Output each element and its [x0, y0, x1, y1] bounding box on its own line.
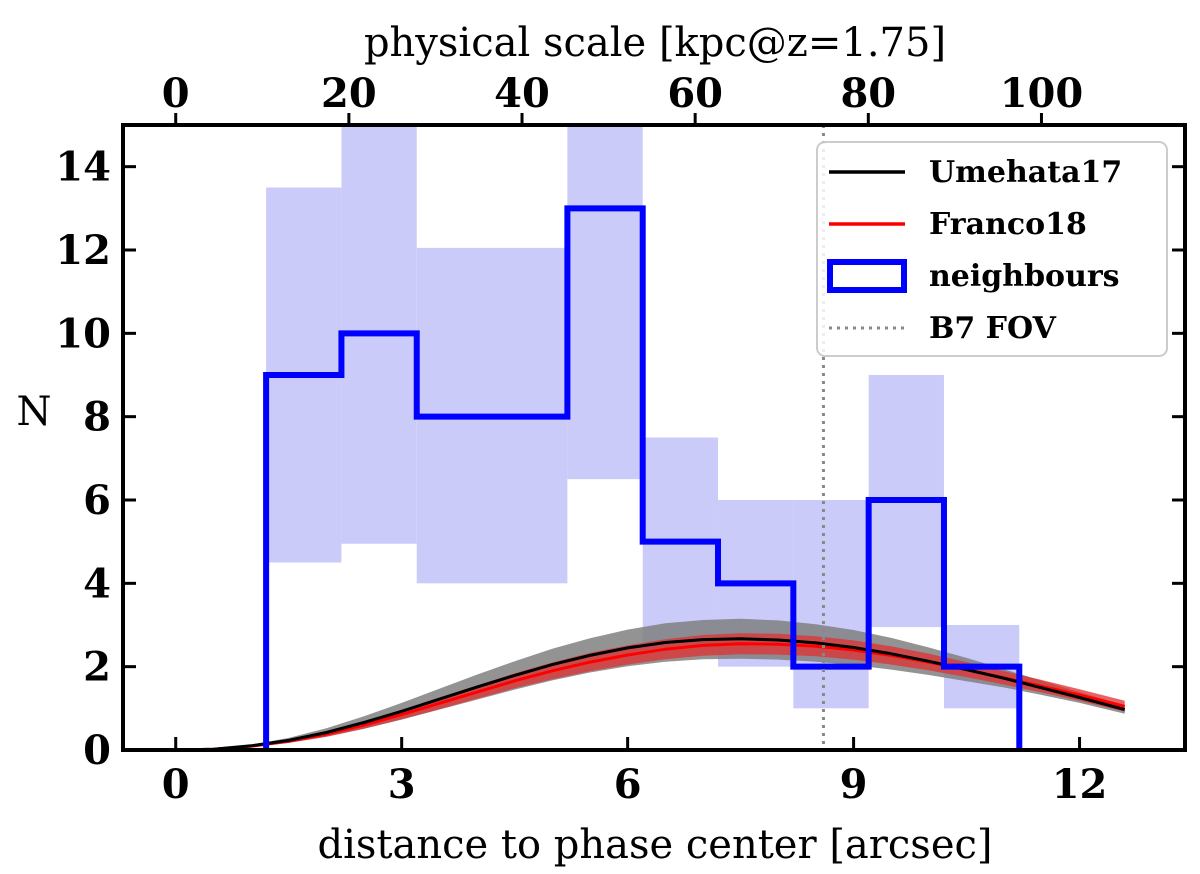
- top-tick-label: 20: [321, 70, 377, 117]
- y-tick-label: 8: [83, 394, 111, 441]
- y-tick-label: 12: [55, 227, 111, 274]
- x-tick-label: 6: [614, 761, 642, 808]
- y-tick-label: 0: [83, 727, 111, 774]
- axis-ticks: 0 3 6 9 12 0 20 40 60 80 100 0 2 4 6 8 10 12 14: [55, 70, 1185, 808]
- neighbours-step-line: [263, 205, 1023, 750]
- legend-label-umehata17: Umehata17: [929, 155, 1122, 190]
- y-tick-label: 14: [55, 144, 111, 191]
- legend-label-neighbours: neighbours: [929, 259, 1120, 294]
- legend-swatch-neighbours: [827, 259, 907, 293]
- top-axis-title: physical scale [kpc@z=1.75]: [364, 20, 946, 66]
- legend-box: [816, 141, 1168, 357]
- top-tick-label: 80: [840, 70, 896, 117]
- top-tick-label: 100: [1000, 70, 1084, 117]
- legend-label-franco18: Franco18: [929, 207, 1087, 242]
- x-tick-label: 12: [1052, 761, 1108, 808]
- x-tick-label: 3: [388, 761, 416, 808]
- y-tick-label: 6: [83, 477, 111, 524]
- franco18-band: [175, 633, 1125, 750]
- x-tick-label: 0: [162, 761, 190, 808]
- neighbours-error-band: [793, 500, 869, 709]
- plot-frame: [121, 123, 1187, 752]
- top-tick-label: 60: [667, 70, 723, 117]
- y-tick-label: 2: [83, 644, 111, 691]
- neighbours-histogram: [263, 205, 1023, 750]
- y-axis-title: N: [17, 389, 52, 435]
- top-tick-label: 0: [162, 70, 190, 117]
- plot-border: [121, 123, 1187, 752]
- x-axis-title: distance to phase center [arcsec]: [318, 822, 993, 868]
- y-tick-label: 4: [83, 560, 111, 607]
- legend: Umehata17 Franco18 neighbours B7 FOV: [816, 141, 1168, 357]
- legend-label-b7-fov: B7 FOV: [929, 311, 1057, 346]
- neighbours-error-band: [567, 125, 643, 480]
- x-tick-label: 9: [840, 761, 868, 808]
- y-tick-label: 10: [55, 310, 111, 357]
- top-tick-label: 40: [494, 70, 550, 117]
